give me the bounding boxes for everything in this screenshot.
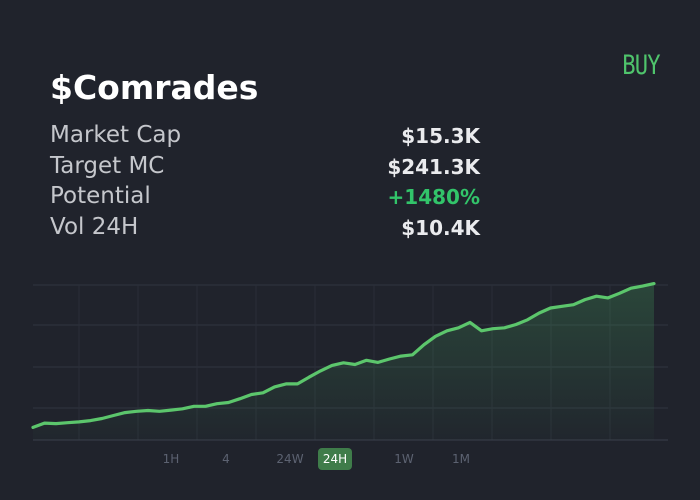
stat-row-market-cap: Market Cap $15.3K — [50, 122, 480, 153]
market-cap-value: $15.3K — [401, 124, 480, 148]
stat-row-target-mc: Target MC $241.3K — [50, 153, 480, 184]
page-title: $Comrades — [50, 68, 259, 107]
buy-button[interactable]: BUY — [622, 49, 660, 81]
vol-24h-label: Vol 24H — [50, 213, 139, 240]
tab-1h[interactable]: 1H — [162, 452, 180, 466]
potential-value: +1480% — [387, 185, 480, 209]
tab-24w[interactable]: 24W — [276, 452, 304, 466]
target-mc-label: Target MC — [50, 152, 165, 179]
stat-row-potential: Potential +1480% — [50, 183, 480, 214]
chart-area-fill — [33, 283, 654, 440]
vol-24h-value: $10.4K — [401, 215, 480, 240]
potential-label: Potential — [50, 183, 151, 209]
stats-panel: Market Cap $15.3K Target MC $241.3K Pote… — [50, 122, 480, 244]
stat-row-vol-24h: Vol 24H $10.4K — [50, 214, 480, 245]
market-cap-label: Market Cap — [50, 122, 182, 148]
tab-24h[interactable]: 24H — [318, 448, 352, 470]
tab-1m[interactable]: 1M — [452, 452, 470, 466]
tab-1w[interactable]: 1W — [394, 452, 414, 466]
chart-price-line — [31, 282, 656, 429]
target-mc-value: $241.3K — [387, 154, 480, 179]
tab-4[interactable]: 4 — [222, 452, 230, 466]
